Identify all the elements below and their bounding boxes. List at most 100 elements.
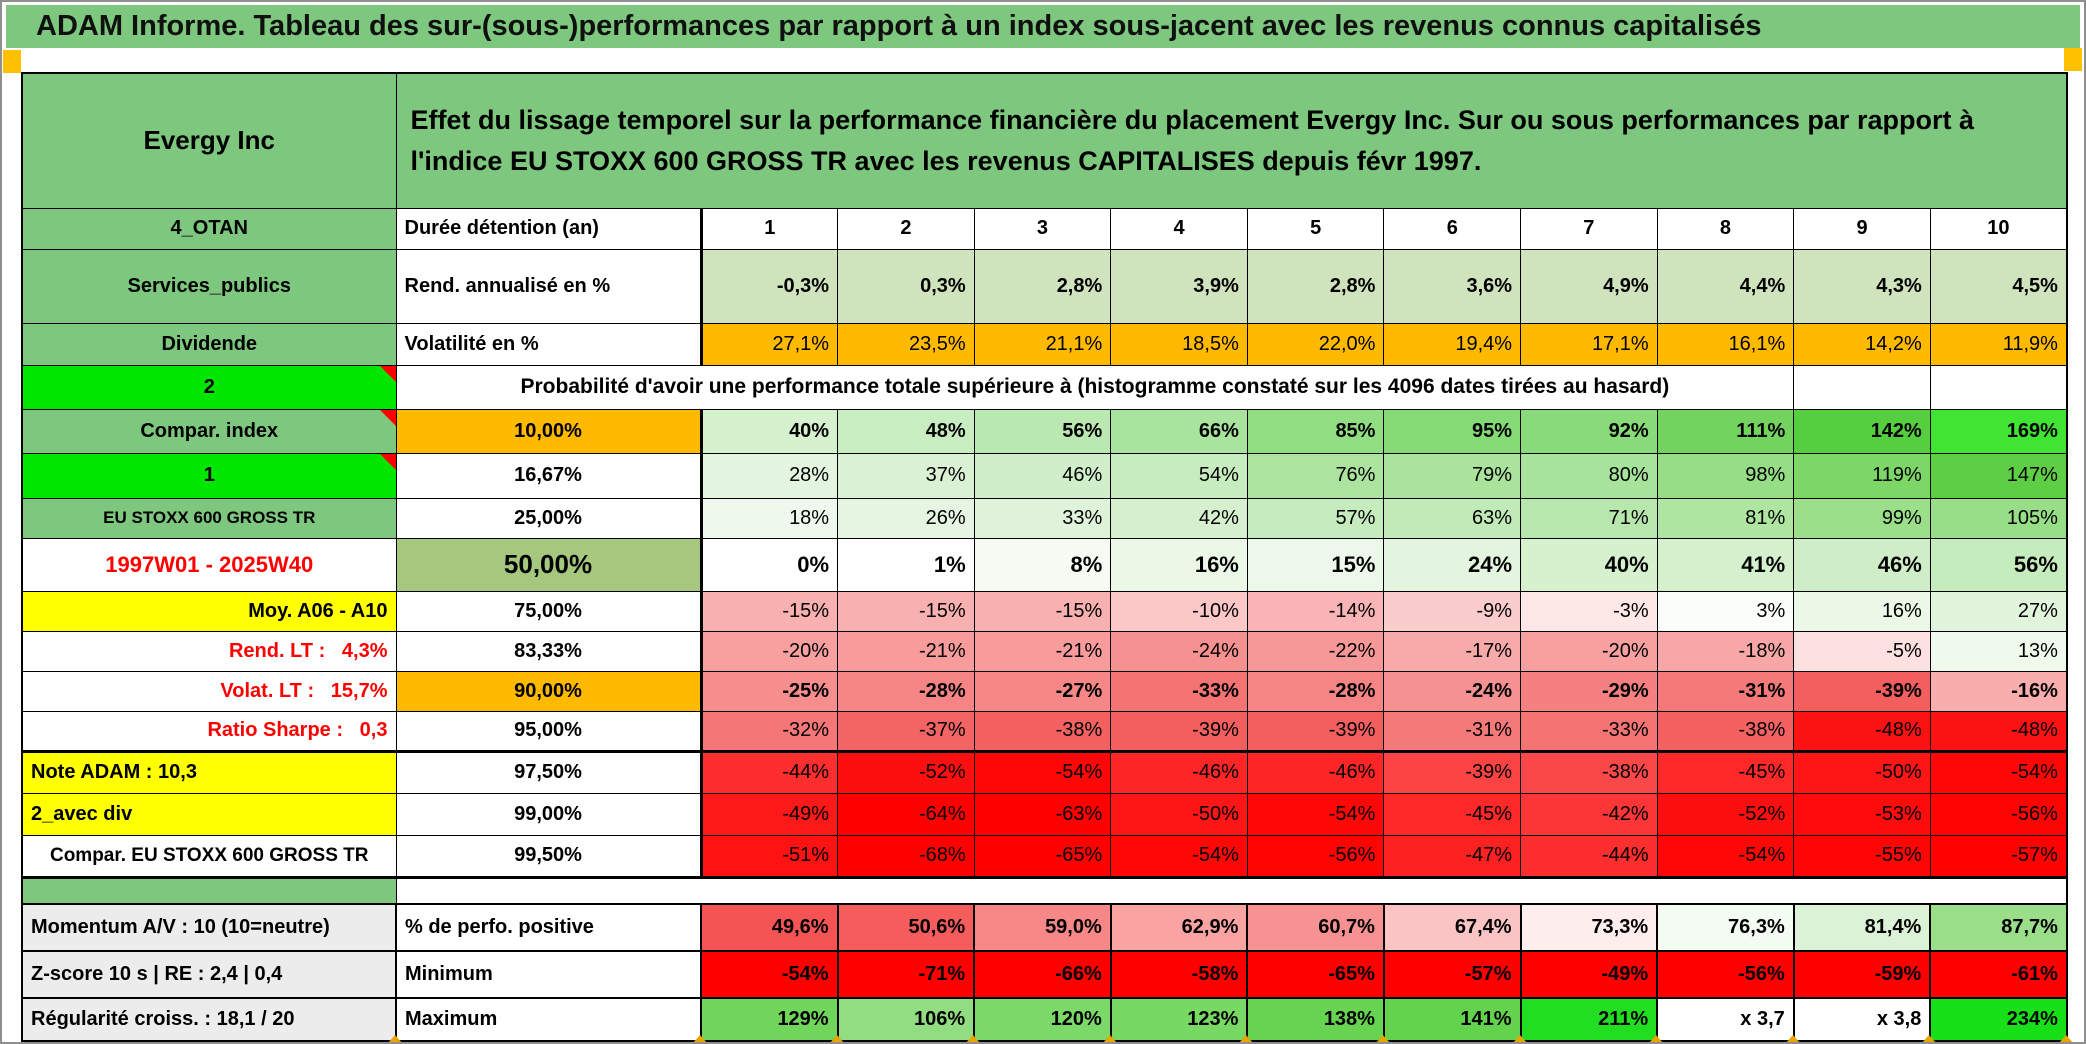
row-header-cell[interactable]: Services_publics [21, 248, 397, 324]
row-label-cell[interactable]: 75,00% [395, 590, 703, 632]
empty-cell[interactable] [1793, 364, 1931, 410]
value-cell[interactable]: -31% [1383, 710, 1522, 752]
value-cell[interactable]: -33% [1110, 670, 1248, 712]
row-header-cell[interactable]: 2 [21, 364, 397, 410]
value-cell[interactable]: 95% [1383, 408, 1522, 454]
value-cell[interactable]: -55% [1793, 834, 1931, 879]
value-cell[interactable]: 98% [1656, 452, 1795, 499]
value-cell[interactable]: -39% [1246, 710, 1385, 752]
value-cell[interactable]: -16% [1929, 670, 2068, 712]
value-cell[interactable]: 129% [700, 997, 839, 1042]
value-cell[interactable]: -18% [1656, 630, 1795, 672]
value-cell[interactable]: -24% [1383, 670, 1522, 712]
value-cell[interactable]: 234% [1929, 997, 2068, 1042]
value-cell[interactable]: -65% [973, 834, 1112, 879]
row-header-cell[interactable]: Compar. index [21, 408, 397, 454]
value-cell[interactable]: 4,4% [1656, 248, 1795, 324]
row-label-cell[interactable]: Durée détention (an) [395, 207, 703, 250]
value-cell[interactable]: 66% [1110, 408, 1248, 454]
value-cell[interactable]: 106% [836, 997, 976, 1042]
value-cell[interactable]: 54% [1110, 452, 1248, 499]
value-cell[interactable]: 40% [1520, 537, 1658, 592]
value-cell[interactable]: 92% [1520, 408, 1658, 454]
value-cell[interactable]: 24% [1383, 537, 1522, 592]
row-label-cell[interactable]: 50,00% [395, 537, 703, 592]
value-cell[interactable]: -54% [700, 950, 839, 999]
merged-cell[interactable] [396, 877, 2067, 904]
value-cell[interactable]: 15% [1246, 537, 1385, 592]
row-header-cell[interactable]: 1 [21, 452, 397, 499]
merged-cell[interactable]: Effet du lissage temporel sur la perform… [395, 72, 2068, 209]
value-cell[interactable]: -59% [1792, 950, 1932, 999]
value-cell[interactable]: -65% [1246, 950, 1385, 999]
value-cell[interactable]: 50,6% [836, 903, 976, 952]
value-cell[interactable]: -39% [1793, 670, 1931, 712]
row-label-cell[interactable]: 99,50% [395, 834, 703, 879]
value-cell[interactable]: -56% [1929, 792, 2068, 836]
value-cell[interactable]: 3,6% [1383, 248, 1522, 324]
value-cell[interactable]: 18% [700, 497, 839, 539]
value-cell[interactable]: -61% [1929, 950, 2068, 999]
value-cell[interactable]: 59,0% [973, 903, 1112, 952]
value-cell[interactable]: 63% [1383, 497, 1522, 539]
value-cell[interactable]: 4 [1110, 207, 1248, 250]
row-header-cell[interactable]: 2_avec div [21, 792, 397, 836]
value-cell[interactable]: 56% [1929, 537, 2068, 592]
value-cell[interactable]: -58% [1109, 950, 1249, 999]
value-cell[interactable]: -54% [1929, 749, 2068, 794]
value-cell[interactable]: -15% [837, 590, 975, 632]
value-cell[interactable]: 76% [1246, 452, 1385, 499]
value-cell[interactable]: -51% [700, 834, 839, 879]
value-cell[interactable]: -56% [1656, 950, 1795, 999]
value-cell[interactable]: -53% [1793, 792, 1931, 836]
value-cell[interactable]: -28% [1246, 670, 1385, 712]
value-cell[interactable]: 62,9% [1109, 903, 1249, 952]
row-header-cell[interactable]: Note ADAM : 10,3 [21, 749, 397, 794]
value-cell[interactable]: 49,6% [700, 903, 839, 952]
value-cell[interactable]: 73,3% [1519, 903, 1659, 952]
row-label-cell[interactable]: 97,50% [395, 749, 703, 794]
value-cell[interactable]: -48% [1793, 710, 1931, 752]
value-cell[interactable]: -48% [1929, 710, 2068, 752]
value-cell[interactable]: -9% [1383, 590, 1522, 632]
value-cell[interactable]: -54% [1110, 834, 1248, 879]
value-cell[interactable]: 2,8% [1246, 248, 1385, 324]
value-cell[interactable]: 26% [837, 497, 975, 539]
value-cell[interactable]: -56% [1246, 834, 1385, 879]
value-cell[interactable]: -22% [1246, 630, 1385, 672]
value-cell[interactable]: 57% [1246, 497, 1385, 539]
value-cell[interactable]: 16% [1110, 537, 1248, 592]
value-cell[interactable]: 18,5% [1110, 322, 1248, 366]
value-cell[interactable]: 4,9% [1520, 248, 1658, 324]
value-cell[interactable]: -71% [836, 950, 976, 999]
value-cell[interactable]: 33% [973, 497, 1112, 539]
value-cell[interactable]: 138% [1246, 997, 1385, 1042]
value-cell[interactable]: -15% [973, 590, 1112, 632]
value-cell[interactable]: 211% [1519, 997, 1659, 1042]
row-header-cell[interactable]: 1997W01 - 2025W40 [21, 537, 397, 592]
row-header-cell[interactable]: EU STOXX 600 GROSS TR [21, 497, 397, 539]
value-cell[interactable]: 7 [1520, 207, 1658, 250]
value-cell[interactable]: -38% [1656, 710, 1795, 752]
value-cell[interactable]: -28% [837, 670, 975, 712]
value-cell[interactable]: 123% [1109, 997, 1249, 1042]
row-label-cell[interactable]: 99,00% [395, 792, 703, 836]
value-cell[interactable]: -3% [1520, 590, 1658, 632]
row-label-cell[interactable]: Rend. annualisé en % [395, 248, 703, 324]
value-cell[interactable]: -10% [1110, 590, 1248, 632]
value-cell[interactable]: -49% [700, 792, 839, 836]
row-header-cell[interactable]: Z-score 10 s | RE : 2,4 | 0,4 [21, 950, 397, 999]
value-cell[interactable]: -68% [837, 834, 975, 879]
row-label-cell[interactable]: 90,00% [395, 670, 703, 712]
value-cell[interactable]: -5% [1793, 630, 1931, 672]
value-cell[interactable]: 99% [1793, 497, 1931, 539]
value-cell[interactable]: 1% [837, 537, 975, 592]
value-cell[interactable]: 8% [973, 537, 1112, 592]
value-cell[interactable]: 71% [1520, 497, 1658, 539]
value-cell[interactable]: -0,3% [700, 248, 839, 324]
value-cell[interactable]: -64% [837, 792, 975, 836]
value-cell[interactable]: 111% [1656, 408, 1795, 454]
value-cell[interactable]: -49% [1519, 950, 1659, 999]
value-cell[interactable]: 16,1% [1656, 322, 1795, 366]
row-label-cell[interactable]: 16,67% [395, 452, 703, 499]
